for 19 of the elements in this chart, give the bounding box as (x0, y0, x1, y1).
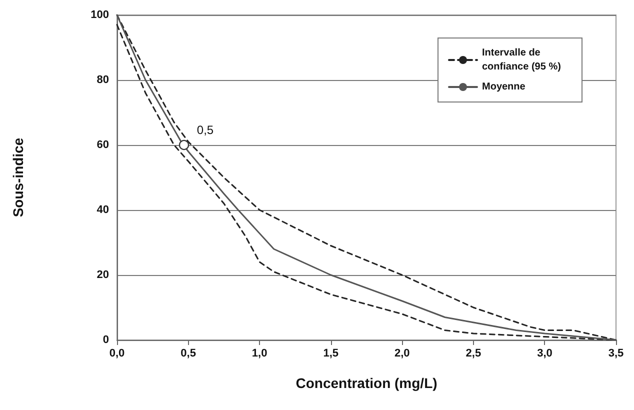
x-axis-title: Concentration (mg/L) (296, 375, 438, 391)
x-tick-label: 0,0 (109, 348, 125, 360)
annotation: 0,5 (196, 122, 214, 137)
y-tick-label: 80 (96, 74, 109, 86)
y-axis-title: Sous-indice (10, 138, 26, 218)
y-tick-label: 60 (96, 139, 109, 151)
x-tick-label: 3,0 (537, 348, 552, 360)
y-tick-label: 20 (96, 269, 109, 281)
y-tick-label: 100 (90, 9, 109, 21)
y-tick-label: 0 (102, 334, 109, 346)
legend-label: Moyenne (482, 82, 526, 92)
x-tick-label: 2,5 (466, 348, 482, 360)
x-tick-label: 3,5 (608, 348, 624, 360)
x-tick-label: 1,5 (323, 348, 339, 360)
x-tick-label: 2,0 (394, 348, 410, 360)
legend-label: Intervalle de confiance (95 %) (482, 48, 561, 72)
y-tick-label: 40 (96, 204, 109, 216)
x-tick-label: 0,5 (180, 348, 196, 360)
x-tick-label: 1,0 (252, 348, 268, 360)
